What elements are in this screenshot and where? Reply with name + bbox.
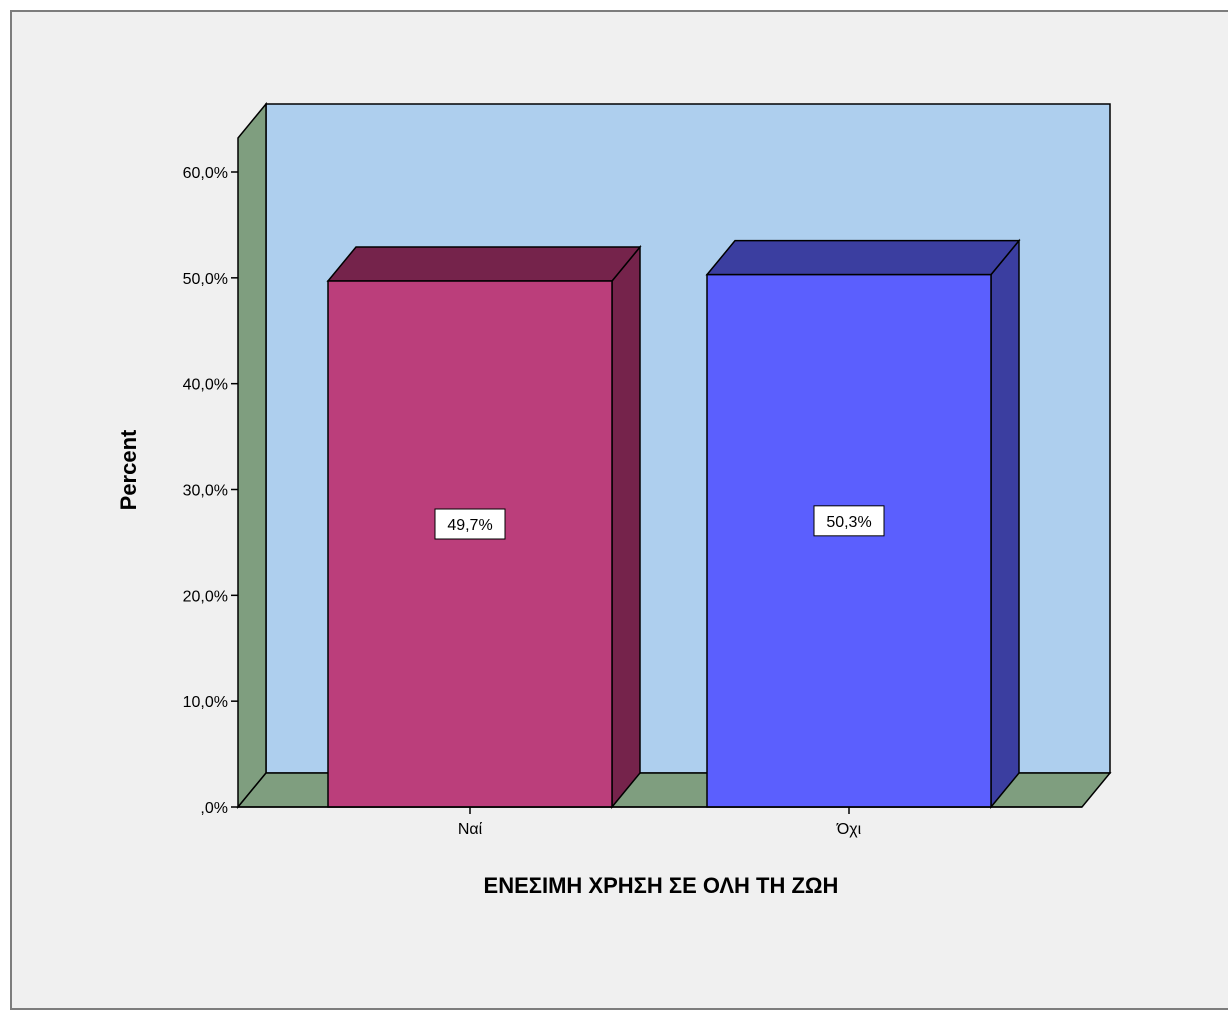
y-tick-label: 10,0% — [183, 694, 228, 711]
x-tick-label: Ναί — [458, 821, 483, 838]
data-label: 49,7% — [447, 517, 492, 534]
bar-group: 50,3% — [705, 238, 1021, 810]
bar-top — [326, 246, 642, 282]
x-tick-label: Όχι — [836, 821, 862, 838]
bar-chart: ,0% 10,0% 20,0% 30,0% 40,0% 50,0% 60,0% 49,7% 5… — [116, 101, 1112, 898]
y-axis: ,0% 10,0% 20,0% 30,0% 40,0% 50,0% 60,0% — [183, 165, 238, 817]
bar — [327, 280, 613, 808]
bar-side — [990, 238, 1020, 810]
x-axis-title: ΕΝΕΣΙΜΗ ΧΡΗΣΗ ΣΕ ΟΛΗ ΤΗ ΖΩΗ — [484, 873, 839, 898]
side-wall — [237, 101, 267, 810]
y-tick-label: 40,0% — [183, 377, 228, 394]
y-axis-title: Percent — [116, 429, 141, 510]
bars: 49,7% 50,3% — [326, 238, 1021, 810]
y-tick-label: 50,0% — [183, 271, 228, 288]
y-tick-label: 60,0% — [183, 165, 228, 182]
bar — [706, 273, 992, 808]
data-label: 50,3% — [826, 514, 871, 531]
bar-top — [705, 239, 1021, 276]
bar-group: 49,7% — [326, 244, 642, 810]
y-tick-label: ,0% — [200, 800, 228, 817]
y-tick-label: 20,0% — [183, 588, 228, 605]
bar-side — [611, 244, 641, 810]
x-axis: Ναί Όχι — [238, 806, 1082, 838]
data-label-box — [434, 508, 506, 540]
y-tick-label: 30,0% — [183, 483, 228, 500]
data-label-box — [813, 505, 885, 537]
